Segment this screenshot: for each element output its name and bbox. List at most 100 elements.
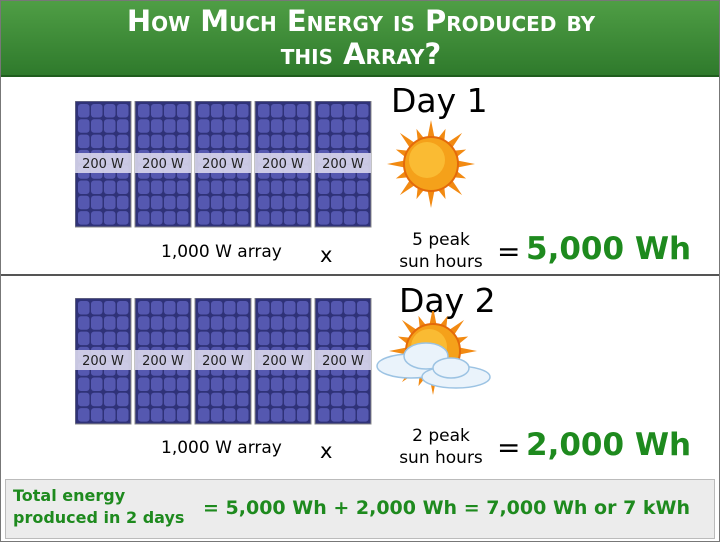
cell [104, 392, 116, 407]
cell [211, 301, 223, 315]
cell [104, 195, 116, 210]
cell [284, 119, 296, 133]
cell [357, 316, 369, 330]
cell [318, 392, 330, 407]
cell [224, 301, 236, 315]
cell [344, 104, 356, 118]
panel-label: 200 W [322, 157, 364, 172]
cell [164, 104, 176, 118]
panel-band [195, 350, 251, 370]
cell [117, 119, 129, 133]
cell [117, 180, 129, 194]
cell [258, 377, 270, 391]
panel-label: 200 W [82, 157, 124, 172]
solar-array: 200 W 200 W 200 W 200 W 200 W [75, 101, 372, 228]
cell [297, 408, 309, 422]
cell [237, 180, 249, 194]
cell [318, 119, 330, 133]
cell [344, 392, 356, 407]
cell [331, 408, 343, 422]
times: x [320, 439, 333, 463]
cell [271, 408, 283, 422]
cell [164, 377, 176, 391]
cell [297, 377, 309, 391]
cell [177, 392, 189, 407]
cell [297, 301, 309, 315]
cell [117, 134, 129, 149]
cell [91, 180, 103, 194]
cell [357, 392, 369, 407]
cell [198, 392, 210, 407]
cell [297, 119, 309, 133]
cell [258, 134, 270, 149]
cell [138, 119, 150, 133]
cell [91, 377, 103, 391]
cell [151, 392, 163, 407]
cell [258, 211, 270, 225]
cell [297, 180, 309, 194]
cell [91, 301, 103, 315]
cell [224, 316, 236, 330]
cell [237, 301, 249, 315]
cell [271, 331, 283, 346]
cell [198, 377, 210, 391]
panel-band [255, 153, 311, 173]
cell [91, 195, 103, 210]
sun-cloud-icon [376, 311, 491, 395]
cell [78, 408, 90, 422]
cell [297, 392, 309, 407]
cell [237, 392, 249, 407]
cell [177, 119, 189, 133]
cell [104, 316, 116, 330]
cell [318, 195, 330, 210]
cell [357, 408, 369, 422]
cell [224, 377, 236, 391]
cell [344, 119, 356, 133]
sun-ray [429, 311, 437, 326]
cell [271, 211, 283, 225]
cell [331, 180, 343, 194]
cell [331, 134, 343, 149]
cell [297, 331, 309, 346]
cell [284, 377, 296, 391]
cell [331, 104, 343, 118]
sun-hours: 2 peak sun hours [399, 426, 483, 468]
cell [297, 134, 309, 149]
cell [297, 104, 309, 118]
cell [237, 331, 249, 346]
sun-ray [389, 347, 408, 355]
cell [117, 316, 129, 330]
cell [318, 180, 330, 194]
cell [164, 134, 176, 149]
panel-label: 200 W [142, 354, 184, 369]
cell [151, 195, 163, 210]
cell [237, 408, 249, 422]
cell [138, 316, 150, 330]
cell [344, 377, 356, 391]
result: 2,000 Wh [526, 427, 692, 463]
cell [237, 104, 249, 118]
cell [237, 119, 249, 133]
array-label: 1,000 W array [161, 438, 282, 458]
cell [211, 408, 223, 422]
cell [198, 119, 210, 133]
footer-equation: = 5,000 Wh + 2,000 Wh = 7,000 Wh or 7 kW… [203, 497, 691, 519]
sun-glow [409, 142, 445, 178]
header [1, 1, 719, 77]
cell [357, 301, 369, 315]
cell [177, 104, 189, 118]
panel-band [135, 153, 191, 173]
footer [5, 479, 715, 539]
cell [318, 134, 330, 149]
cell [78, 211, 90, 225]
cell [91, 211, 103, 225]
cell [211, 377, 223, 391]
panel-label: 200 W [202, 157, 244, 172]
cell [164, 180, 176, 194]
cell [78, 392, 90, 407]
cell [138, 104, 150, 118]
cell [258, 331, 270, 346]
panel-band [135, 350, 191, 370]
cell [284, 408, 296, 422]
cell [78, 331, 90, 346]
